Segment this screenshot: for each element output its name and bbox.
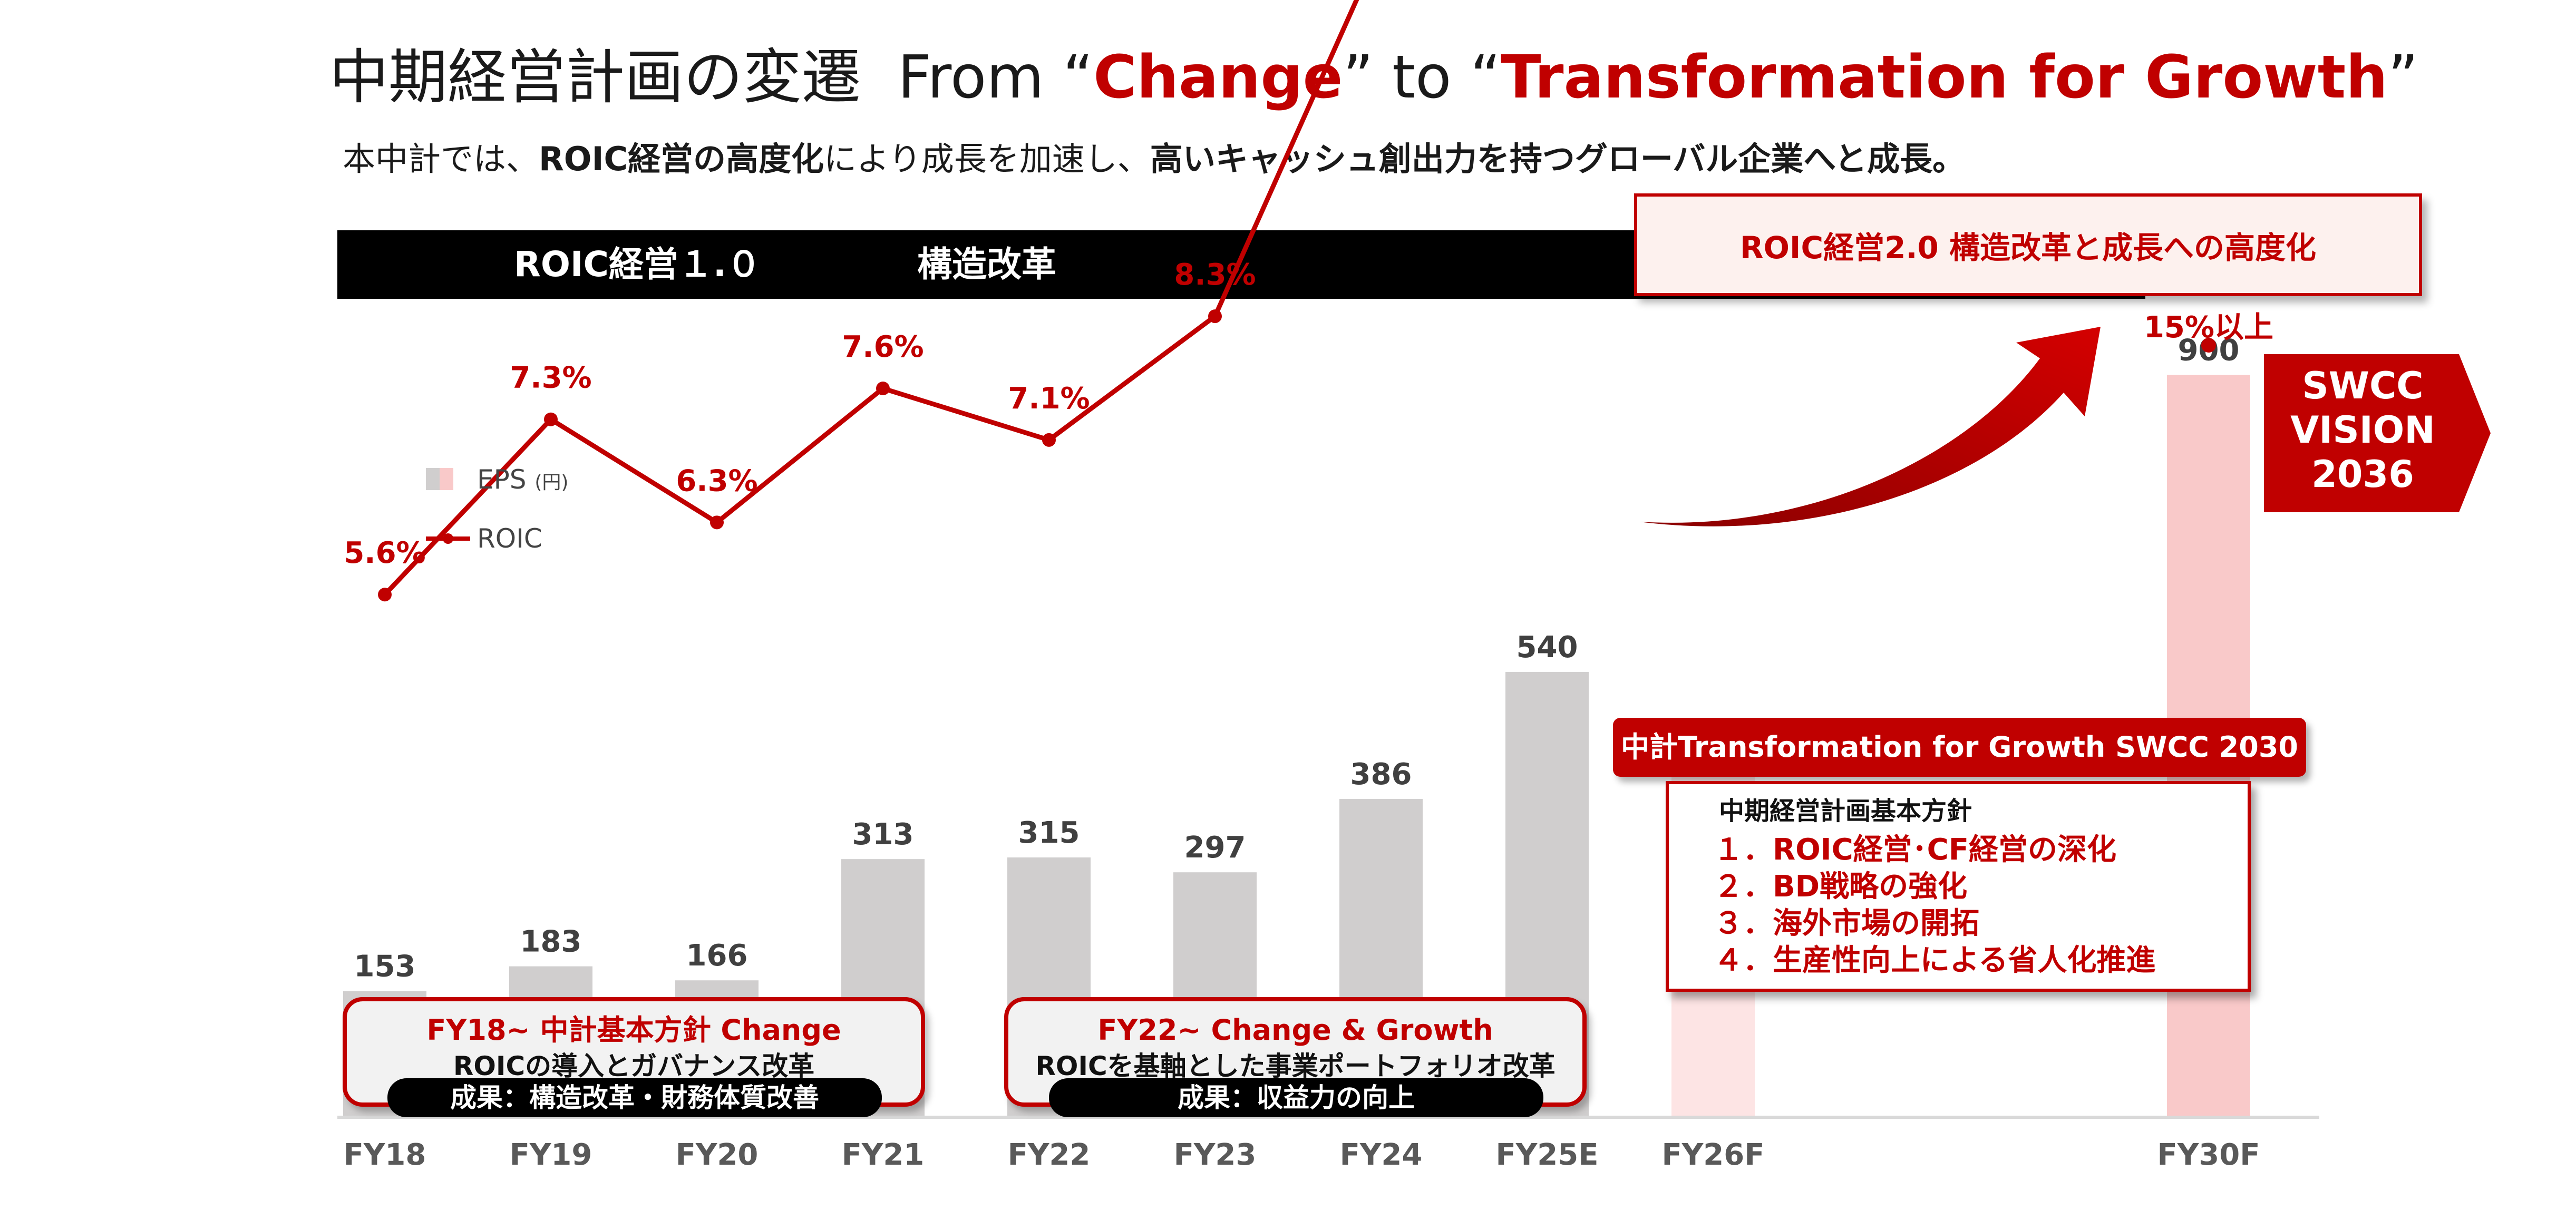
roic-marker-fy22 [1042,433,1056,447]
mtp-policy-box: 中期経営計画基本方針 １．ROIC経営･CF経営の深化 ２．BD戦略の強化 ３．… [1666,781,2251,992]
page-title: 中期経営計画の変遷 From “Change” to “Transformatio… [329,38,2418,117]
roic-marker-fy19 [544,412,558,426]
roic-value-label-fy21: 7.6% [842,330,924,364]
title-close-quote: ” [2388,43,2419,112]
legend-eps: EPS (円) [477,464,568,499]
legend-eps-label: EPS [477,464,527,495]
subtitle-part-1: 本中計では、 [343,140,539,178]
policy-title: 中期経営計画基本方針 [1719,796,1972,826]
subtitle-part-2: により成長を加速し、 [824,140,1150,178]
eps-value-label-fy18: 153 [354,950,416,984]
x-tick-label-fy24: FY24 [1340,1138,1423,1172]
roic-line [378,0,2216,602]
title-to: ” to “ [1343,43,1501,112]
x-tick-label-fy30f: FY30F [2157,1138,2260,1172]
x-tick-label-fy22: FY22 [1008,1138,1091,1172]
legend [426,468,470,544]
roic-value-label-fy19: 7.3% [510,361,591,395]
roic-marker-fy20 [710,515,724,530]
roic-value-labels: 5.6%7.3%6.3%7.6%7.1%8.3%11.9%12.3%15%以上 [344,258,2273,570]
roic-value-label-fy22: 7.1% [1008,382,1090,416]
box-fy22-result-pill: 成果：収益力の向上 [1049,1078,1543,1117]
vision-line-1: SWCC [2302,364,2424,407]
policy-list: １．ROIC経営･CF経営の深化 ２．BD戦略の強化 ３．海外市場の開拓 ４．生… [1714,832,2155,979]
subtitle-bold-1: ROIC経営の高度化 [539,140,824,178]
band-label-roic1: ROIC経営１.０ [514,244,761,285]
eps-value-label-fy20: 166 [686,939,748,973]
x-tick-label-fy19: FY19 [510,1138,592,1172]
vision-line-3: 2036 [2311,453,2414,496]
x-axis-labels: FY18 FY19 FY20 FY21 FY22 FY23 FY24 FY25E FY26F FY… [344,1138,2260,1172]
eps-value-label-fy23: 297 [1184,831,1246,865]
eps-value-label-fy25e: 540 [1517,630,1578,665]
x-tick-label-fy18: FY18 [344,1138,426,1172]
legend-roic: ROIC [477,523,542,554]
mtp-2030-label: 中計Transformation for Growth SWCC 2030 [1613,718,2306,777]
eps-value-label-fy19: 183 [520,925,582,959]
roic-marker-fy21 [876,382,890,396]
policy-item-4: ４．生産性向上による省人化推進 [1714,943,2156,978]
roic-marker-fy30f [2201,338,2216,353]
roic-marker-fy23 [1208,309,1222,324]
legend-eps-swatch-pink [440,468,453,490]
title-change: Change [1093,43,1343,112]
box-fy22-line: ROICを基軸とした事業ポートフォリオ改革 [1035,1051,1556,1081]
roic2-callout: ROIC経営2.0 構造改革と成長への高度化 [1634,193,2422,296]
roic-line-solid [383,0,1359,597]
title-from: From “ [898,43,1094,112]
policy-item-2: ２．BD戦略の強化 [1714,870,1968,904]
title-main: 中期経営計画の変遷 [329,43,861,112]
vision-line-2: VISION [2290,408,2435,452]
policy-item-1: １．ROIC経営･CF経営の深化 [1714,833,2117,867]
legend-eps-unit: (円) [534,472,569,493]
swcc-vision-2036-badge: SWCC VISION 2036 [2267,364,2459,496]
box-fy18-line: ROICの導入とガバナンス改革 [453,1051,815,1081]
roic-value-label-fy18: 5.6% [344,536,425,570]
roic-value-label-fy20: 6.3% [676,464,757,498]
title-transformation: Transformation for Growth [1501,43,2388,112]
policy-item-3: ３．海外市場の開拓 [1714,906,1979,941]
legend-roic-marker [443,533,453,544]
x-tick-label-fy26f: FY26F [1662,1138,1765,1172]
box-fy22-title: FY22~ Change & Growth [1097,1013,1493,1047]
roic-marker-fy18 [378,588,392,602]
eps-value-label-fy24: 386 [1350,757,1412,792]
band-label-restructuring: 構造改革 [917,244,1056,285]
growth-arrow [1639,327,2101,526]
x-tick-label-fy25e: FY25E [1496,1138,1599,1172]
box-fy18-result-pill: 成果：構造改革・財務体質改善 [387,1078,882,1117]
eps-value-label-fy21: 313 [852,817,914,852]
eps-value-label-fy22: 315 [1018,816,1080,850]
roic-value-label-fy23: 8.3% [1174,258,1256,292]
roic2-label: ROIC経営2.0 構造改革と成長への高度化 [1739,229,2317,266]
vision-arrow-shape [2264,354,2491,512]
x-tick-label-fy21: FY21 [842,1138,925,1172]
x-tick-label-fy20: FY20 [676,1138,759,1172]
x-tick-label-fy23: FY23 [1174,1138,1257,1172]
roic-value-label-fy30f: 15%以上 [2144,310,2273,345]
box-fy18-title: FY18~ 中計基本方針 Change [426,1013,841,1047]
legend-eps-swatch-gray [426,468,440,490]
